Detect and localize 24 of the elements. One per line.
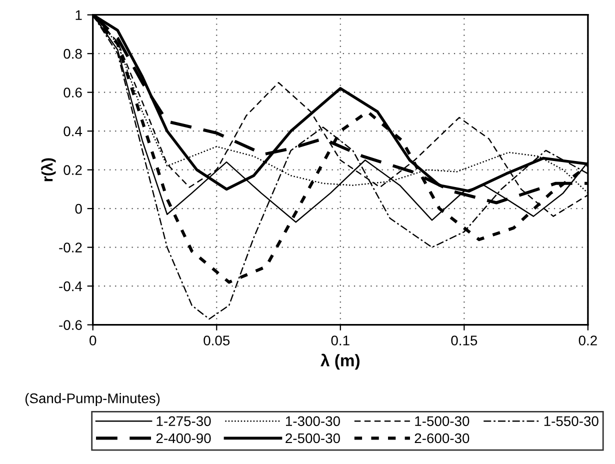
x-tick-label: 0	[90, 336, 96, 346]
y-tick-label: -0.4	[59, 281, 82, 292]
legend-label: 2-400-90	[156, 433, 211, 444]
legend-label: 1-550-30	[544, 416, 598, 426]
y-axis-title: r(λ)	[41, 158, 56, 182]
y-tick-label: 0.4	[64, 126, 82, 136]
y-tick-label: 0.8	[64, 48, 82, 59]
y-tick-label: 0	[75, 204, 82, 214]
x-tick-label: 0.05	[204, 336, 230, 346]
y-tick-label: 1	[76, 10, 82, 20]
legend-label: 2-500-30	[286, 433, 340, 444]
y-tick-label: -0.6	[59, 320, 82, 330]
x-tick-label: 0.15	[451, 336, 478, 346]
legend-label: 1-500-30	[415, 416, 470, 426]
legend-label: 1-275-30	[156, 416, 211, 426]
x-axis-title: λ (m)	[320, 354, 360, 370]
legend-label: 2-600-30	[414, 433, 470, 444]
x-tick-label: 0.2	[578, 336, 597, 346]
y-tick-label: -0.2	[59, 242, 82, 252]
legend-title: (Sand-Pump-Minutes)	[25, 393, 160, 406]
y-tick-label: 0.2	[64, 165, 82, 175]
legend-label: 1-300-30	[286, 416, 340, 426]
x-tick-label: 0.1	[331, 336, 350, 346]
y-tick-label: 0.6	[64, 88, 82, 98]
